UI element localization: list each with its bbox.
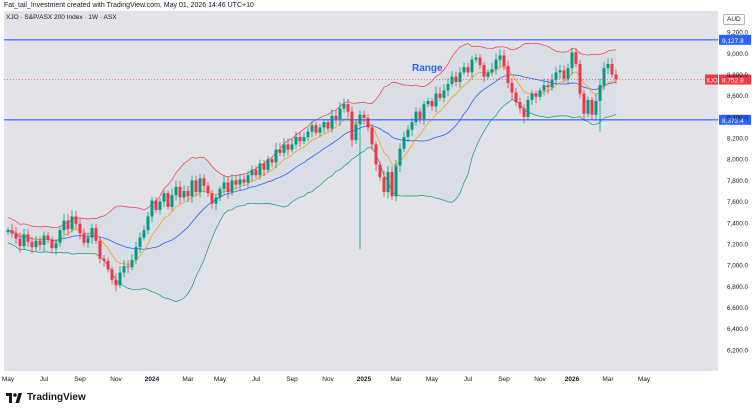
currency-label[interactable]: AUD xyxy=(723,14,745,25)
tradingview-wordmark: TradingView xyxy=(27,392,86,403)
tradingview-brand[interactable]: TradingView xyxy=(6,392,86,403)
price-axis[interactable] xyxy=(718,11,752,371)
tradingview-logo-icon xyxy=(6,392,22,403)
header-byline: Fat_tail_Investment created with Trading… xyxy=(4,2,254,9)
symbol-legend[interactable]: XJO · S&P/ASX 200 Index · 1W · ASX xyxy=(6,14,117,21)
plot-area[interactable] xyxy=(4,11,718,371)
time-axis[interactable] xyxy=(4,371,718,387)
